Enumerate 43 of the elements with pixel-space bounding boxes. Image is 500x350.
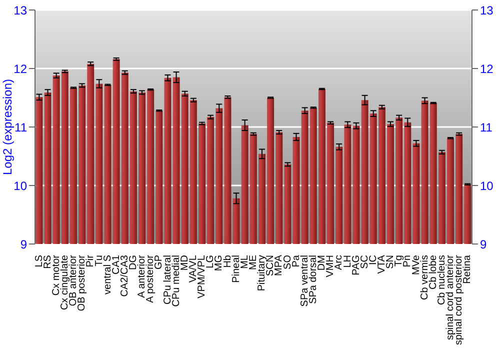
y-tick-label: 9 [20,237,28,252]
x-tick-label: CA1 [110,254,122,274]
x-tick-label: CA2/CA3 [119,254,130,297]
x-tick-label: SO [282,254,294,270]
y-tick-label: 11 [14,120,28,134]
x-tick-label: LS [34,254,45,268]
x-tick-label: Cb lobe [428,254,439,290]
x-tick-label: OB posterior [76,254,88,312]
x-tick-label: SPa dorsal [308,255,319,304]
x-tick-label: Pa [290,254,302,268]
x-tick-label: Pineal [230,255,242,283]
x-tick-label: Pituitary [256,255,268,292]
y-tick-label: 12 [14,62,28,76]
x-tick-label: SC [359,255,370,269]
y2-tick-label: 13 [480,3,494,18]
y2-tick-label: 12 [480,62,494,76]
x-tick-label: spinal cord posterior [454,254,465,346]
x-tick-label: Arc [334,255,345,270]
x-tick-label: Pir [85,254,96,268]
y2-tick-label: 10 [480,178,494,193]
x-tick-label: Cx cingulate [59,254,70,310]
x-tick-label: MPA [274,254,285,276]
x-tick-label: IC [368,255,379,265]
y2-tick-label: 9 [480,237,487,252]
x-tick-label: GP [154,254,165,270]
x-tick-label: Tu [94,255,105,266]
x-tick-label: Tg [394,255,405,267]
y-tick-label: 10 [14,178,28,193]
x-tick-label: PAG [350,254,362,276]
x-tick-label: ME [248,254,259,270]
x-tick-label: MVe [410,254,422,276]
x-tick-label: Hb [222,254,234,268]
y2-tick-label: 11 [480,120,493,134]
x-tick-label: RS [42,254,54,269]
x-tick-label: A posterior [145,254,156,303]
x-tick-label: Pn [402,255,414,268]
x-tick-label: CPu medial [170,255,182,307]
y-axis-title: Log2 (expression) [0,78,14,176]
y-tick-label: 13 [14,3,28,18]
x-tick-label: ventral S [102,254,114,294]
x-tick-label: ML [239,254,250,269]
x-tick-label: LH [342,255,354,268]
x-tick-label: Retina [462,254,474,284]
